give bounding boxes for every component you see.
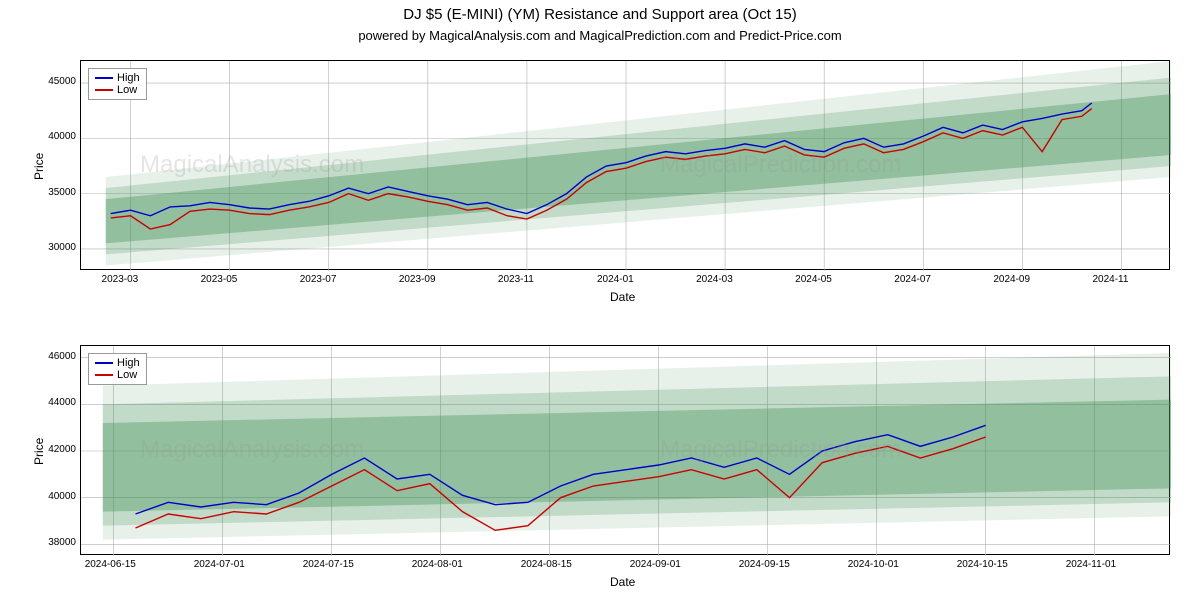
ytick-label: 38000	[48, 537, 76, 548]
legend-label: High	[117, 357, 140, 369]
chart1-xlabel: Date	[610, 290, 635, 304]
xtick-label: 2024-10-15	[957, 559, 1008, 570]
xtick-label: 2024-11	[1092, 274, 1128, 285]
chart2-legend: HighLow	[88, 353, 147, 385]
legend-swatch	[95, 362, 113, 364]
xtick-label: 2024-09-15	[739, 559, 790, 570]
xtick-label: 2024-05	[795, 274, 832, 285]
xtick-label: 2024-07-15	[303, 559, 354, 570]
xtick-label: 2024-01	[597, 274, 634, 285]
xtick-label: 2024-03	[696, 274, 733, 285]
legend-item: High	[95, 357, 140, 369]
ytick-label: 42000	[48, 444, 76, 455]
ytick-label: 40000	[48, 131, 76, 142]
chart1-ylabel: Price	[32, 153, 46, 180]
legend-swatch	[95, 89, 113, 91]
xtick-label: 2024-08-15	[521, 559, 572, 570]
xtick-label: 2024-10-01	[848, 559, 899, 570]
xtick-label: 2024-06-15	[85, 559, 136, 570]
xtick-label: 2024-07-01	[194, 559, 245, 570]
ytick-label: 40000	[48, 491, 76, 502]
ytick-label: 30000	[48, 242, 76, 253]
legend-label: High	[117, 72, 140, 84]
xtick-label: 2023-07	[300, 274, 337, 285]
xtick-label: 2023-03	[102, 274, 139, 285]
xtick-label: 2023-09	[399, 274, 436, 285]
xtick-label: 2024-07	[894, 274, 931, 285]
legend-item: Low	[95, 369, 140, 381]
ytick-label: 45000	[48, 76, 76, 87]
chart1-legend: HighLow	[88, 68, 147, 100]
chart2-xlabel: Date	[610, 575, 635, 589]
xtick-label: 2023-05	[201, 274, 238, 285]
sub-title: powered by MagicalAnalysis.com and Magic…	[0, 28, 1200, 43]
chart1-plot-area	[80, 60, 1170, 270]
xtick-label: 2024-08-01	[412, 559, 463, 570]
legend-item: Low	[95, 84, 140, 96]
xtick-label: 2024-09	[993, 274, 1030, 285]
legend-item: High	[95, 72, 140, 84]
chart2-plot-area	[80, 345, 1170, 555]
legend-swatch	[95, 77, 113, 79]
main-title: DJ $5 (E-MINI) (YM) Resistance and Suppo…	[0, 6, 1200, 23]
legend-label: Low	[117, 84, 137, 96]
xtick-label: 2024-11-01	[1066, 559, 1116, 570]
ytick-label: 44000	[48, 397, 76, 408]
legend-label: Low	[117, 369, 137, 381]
ytick-label: 35000	[48, 187, 76, 198]
chart2-ylabel: Price	[32, 438, 46, 465]
chart-container: DJ $5 (E-MINI) (YM) Resistance and Suppo…	[0, 0, 1200, 600]
xtick-label: 2023-11	[498, 274, 534, 285]
xtick-label: 2024-09-01	[630, 559, 681, 570]
ytick-label: 46000	[48, 351, 76, 362]
legend-swatch	[95, 374, 113, 376]
